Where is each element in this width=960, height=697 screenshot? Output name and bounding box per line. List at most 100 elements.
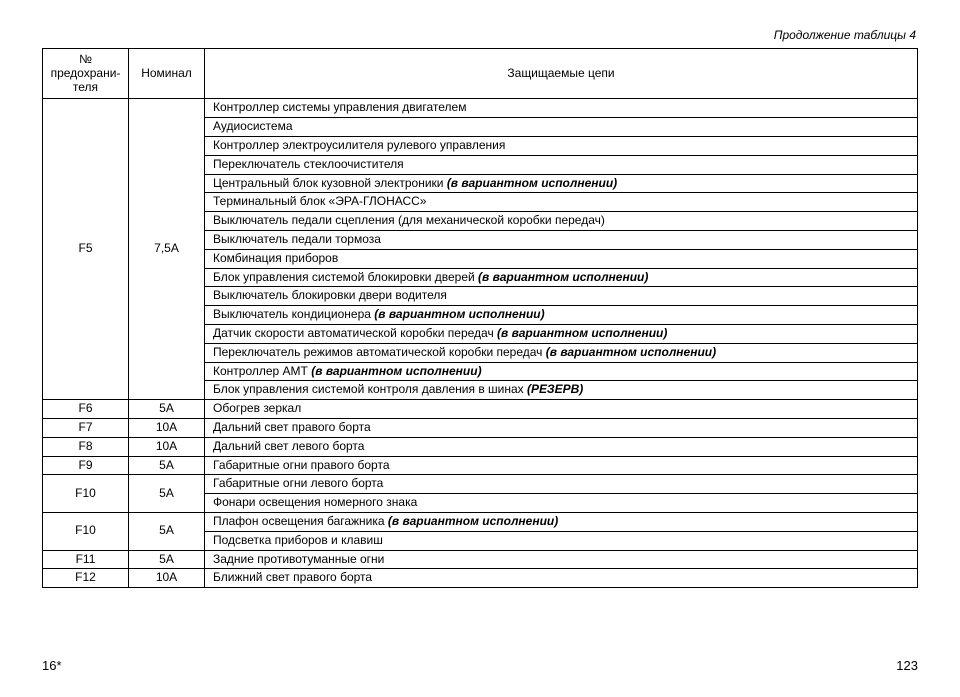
circuit-cell: Фонари освещения номерного знака bbox=[205, 494, 918, 513]
rating-cell: 5А bbox=[129, 512, 205, 550]
fuse-cell: F12 bbox=[43, 569, 129, 588]
circuit-cell: Ближний свет правого борта bbox=[205, 569, 918, 588]
fuse-cell: F9 bbox=[43, 456, 129, 475]
circuit-cell: Габаритные огни левого борта bbox=[205, 475, 918, 494]
circuit-cell: Блок управления системой блокировки двер… bbox=[205, 268, 918, 287]
circuit-cell: Выключатель педали тормоза bbox=[205, 230, 918, 249]
circuit-text: Дальний свет правого борта bbox=[213, 420, 371, 434]
col-header-rating-text: Номинал bbox=[141, 66, 192, 80]
circuit-text: Выключатель педали тормоза bbox=[213, 232, 381, 246]
table-row: F1210А Ближний свет правого борта bbox=[43, 569, 918, 588]
circuit-text: Терминальный блок «ЭРА-ГЛОНАСС» bbox=[213, 194, 426, 208]
table-row: F95А Габаритные огни правого борта bbox=[43, 456, 918, 475]
circuit-text: Датчик скорости автоматической коробки п… bbox=[213, 326, 497, 340]
fuse-cell: F6 bbox=[43, 400, 129, 419]
circuit-cell: Подсветка приборов и клавиш bbox=[205, 531, 918, 550]
circuit-cell: Обогрев зеркал bbox=[205, 400, 918, 419]
circuit-text: Переключатель режимов автоматической кор… bbox=[213, 345, 546, 359]
circuit-suffix: (в вариантном исполнении) bbox=[311, 364, 481, 378]
circuit-cell: Дальний свет левого борта bbox=[205, 437, 918, 456]
table-row: F105АГабаритные огни левого борта bbox=[43, 475, 918, 494]
footer-right: 123 bbox=[896, 658, 918, 673]
circuit-cell: Контроллер АМТ (в вариантном исполнении) bbox=[205, 362, 918, 381]
circuit-text: Выключатель кондиционера bbox=[213, 307, 374, 321]
circuit-text: Обогрев зеркал bbox=[213, 401, 301, 415]
circuit-text: Габаритные огни правого борта bbox=[213, 458, 390, 472]
table-row: F810А Дальний свет левого борта bbox=[43, 437, 918, 456]
circuit-suffix: (в вариантном исполнении) bbox=[497, 326, 667, 340]
circuit-cell: Блок управления системой контроля давлен… bbox=[205, 381, 918, 400]
circuit-suffix: (в вариантном исполнении) bbox=[374, 307, 544, 321]
circuit-suffix: (в вариантном исполнении) bbox=[478, 270, 648, 284]
fuse-cell: F5 bbox=[43, 99, 129, 400]
col-header-rating: Номинал bbox=[129, 49, 205, 99]
circuit-suffix: (в вариантном исполнении) bbox=[447, 176, 617, 190]
circuit-cell: Плафон освещения багажника (в вариантном… bbox=[205, 512, 918, 531]
col-header-fuse: №предохрани-теля bbox=[43, 49, 129, 99]
table-row: F65А Обогрев зеркал bbox=[43, 400, 918, 419]
fuse-cell: F7 bbox=[43, 418, 129, 437]
table-caption: Продолжение таблицы 4 bbox=[42, 28, 918, 42]
circuit-cell: Контроллер системы управления двигателем bbox=[205, 99, 918, 118]
rating-cell: 10А bbox=[129, 437, 205, 456]
fuse-cell: F11 bbox=[43, 550, 129, 569]
table-row: F710А Дальний свет правого борта bbox=[43, 418, 918, 437]
col-header-circuit-text: Защищаемые цепи bbox=[507, 66, 614, 80]
circuit-cell: Габаритные огни правого борта bbox=[205, 456, 918, 475]
circuit-suffix: (в вариантном исполнении) bbox=[546, 345, 716, 359]
circuit-text: Блок управления системой контроля давлен… bbox=[213, 382, 527, 396]
circuit-text: Аудиосистема bbox=[213, 119, 293, 133]
circuit-text: Габаритные огни левого борта bbox=[213, 476, 383, 490]
circuit-text: Подсветка приборов и клавиш bbox=[213, 533, 383, 547]
table-row: F57,5АКонтроллер системы управления двиг… bbox=[43, 99, 918, 118]
rating-cell: 7,5А bbox=[129, 99, 205, 400]
circuit-cell: Выключатель педали сцепления (для механи… bbox=[205, 212, 918, 231]
circuit-cell: Контроллер электроусилителя рулевого упр… bbox=[205, 136, 918, 155]
circuit-cell: Терминальный блок «ЭРА-ГЛОНАСС» bbox=[205, 193, 918, 212]
circuit-cell: Выключатель блокировки двери водителя bbox=[205, 287, 918, 306]
circuit-text: Плафон освещения багажника bbox=[213, 514, 388, 528]
fuse-table: №предохрани-теля Номинал Защищаемые цепи… bbox=[42, 48, 918, 588]
circuit-cell: Переключатель режимов автоматической кор… bbox=[205, 343, 918, 362]
col-header-fuse-text: №предохрани-теля bbox=[51, 52, 121, 94]
fuse-cell: F10 bbox=[43, 475, 129, 513]
circuit-cell: Задние противотуманные огни bbox=[205, 550, 918, 569]
circuit-suffix: (РЕЗЕРВ) bbox=[527, 382, 583, 396]
circuit-text: Контроллер системы управления двигателем bbox=[213, 100, 466, 114]
col-header-circuit: Защищаемые цепи bbox=[205, 49, 918, 99]
circuit-text: Центральный блок кузовной электроники bbox=[213, 176, 447, 190]
circuit-text: Переключатель стеклоочистителя bbox=[213, 157, 404, 171]
circuit-text: Задние противотуманные огни bbox=[213, 552, 384, 566]
circuit-text: Контроллер АМТ bbox=[213, 364, 311, 378]
fuse-cell: F8 bbox=[43, 437, 129, 456]
rating-cell: 5А bbox=[129, 456, 205, 475]
fuse-cell: F10 bbox=[43, 512, 129, 550]
circuit-cell: Переключатель стеклоочистителя bbox=[205, 155, 918, 174]
rating-cell: 5А bbox=[129, 550, 205, 569]
page: Продолжение таблицы 4 №предохрани-теля Н… bbox=[0, 0, 960, 697]
circuit-text: Контроллер электроусилителя рулевого упр… bbox=[213, 138, 505, 152]
circuit-suffix: (в вариантном исполнении) bbox=[388, 514, 558, 528]
circuit-text: Фонари освещения номерного знака bbox=[213, 495, 417, 509]
table-row: F115А Задние противотуманные огни bbox=[43, 550, 918, 569]
page-footer: 16* 123 bbox=[42, 658, 918, 673]
circuit-text: Ближний свет правого борта bbox=[213, 570, 372, 584]
circuit-text: Комбинация приборов bbox=[213, 251, 338, 265]
rating-cell: 10А bbox=[129, 569, 205, 588]
rating-cell: 10А bbox=[129, 418, 205, 437]
circuit-cell: Аудиосистема bbox=[205, 118, 918, 137]
circuit-cell: Комбинация приборов bbox=[205, 249, 918, 268]
rating-cell: 5А bbox=[129, 475, 205, 513]
circuit-text: Дальний свет левого борта bbox=[213, 439, 364, 453]
circuit-cell: Датчик скорости автоматической коробки п… bbox=[205, 324, 918, 343]
table-row: F105АПлафон освещения багажника (в вариа… bbox=[43, 512, 918, 531]
circuit-cell: Дальний свет правого борта bbox=[205, 418, 918, 437]
circuit-text: Блок управления системой блокировки двер… bbox=[213, 270, 478, 284]
rating-cell: 5А bbox=[129, 400, 205, 419]
footer-left: 16* bbox=[42, 658, 62, 673]
circuit-cell: Выключатель кондиционера (в вариантном и… bbox=[205, 306, 918, 325]
circuit-text: Выключатель педали сцепления (для механи… bbox=[213, 213, 605, 227]
table-header-row: №предохрани-теля Номинал Защищаемые цепи bbox=[43, 49, 918, 99]
circuit-cell: Центральный блок кузовной электроники (в… bbox=[205, 174, 918, 193]
circuit-text: Выключатель блокировки двери водителя bbox=[213, 288, 447, 302]
